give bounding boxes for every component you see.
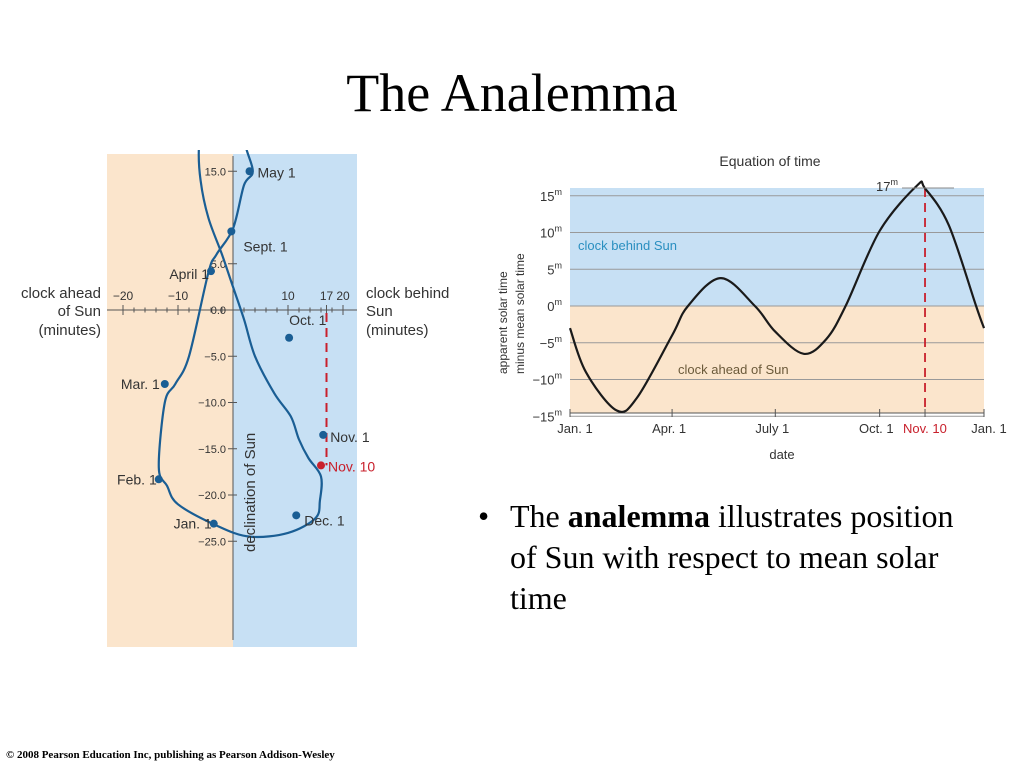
eot-peak-value: 17 xyxy=(876,179,890,194)
y-tick-label: 0.0 xyxy=(211,305,226,317)
eot-y-tick-label: 15m xyxy=(540,187,562,204)
page-title: The Analemma xyxy=(346,63,678,123)
date-label: Nov. 1 xyxy=(330,429,370,445)
date-label: Feb. 1 xyxy=(117,471,157,487)
date-marker xyxy=(317,461,325,470)
date-marker xyxy=(160,380,169,388)
analemma-curve xyxy=(157,150,323,539)
date-marker xyxy=(227,227,236,236)
date-marker xyxy=(245,167,254,176)
bullet-symbol: • xyxy=(478,498,490,534)
y-tick-label: −5.0 xyxy=(204,351,226,363)
date-marker xyxy=(154,475,163,484)
analemma-chart: −20−1010172025.020.015.05.00.0−5.0−10.0−… xyxy=(21,150,449,647)
right-label-line-2: Sun xyxy=(366,303,393,320)
eot-x-tick-label: Jan. 1 xyxy=(557,421,592,436)
eot-y-tick-label: 10m xyxy=(540,224,562,241)
y-tick-label: 15.0 xyxy=(205,166,226,178)
x-tick-label: −20 xyxy=(113,289,134,303)
left-label-line-2: of Sun xyxy=(58,303,101,320)
date-marker xyxy=(319,430,328,439)
eot-y-tick-unit: m xyxy=(555,407,563,417)
eot-y-tick-label: −10m xyxy=(532,371,562,388)
date-marker xyxy=(285,333,294,342)
equation-of-time-line xyxy=(568,180,986,414)
eot-y-tick-unit: m xyxy=(555,371,563,381)
eot-x-axis-label: date xyxy=(769,447,794,462)
date-marker xyxy=(292,511,301,520)
date-label: April 1 xyxy=(169,266,209,282)
x-tick-label: 20 xyxy=(336,289,350,303)
date-label: May 1 xyxy=(258,164,296,180)
bullet-text-bold: analemma xyxy=(567,498,710,534)
eot-y-tick-label: 5m xyxy=(547,260,562,277)
y-tick-label: −15.0 xyxy=(198,444,226,456)
left-label-line-1: clock ahead xyxy=(21,285,101,302)
y-tick-label: −25.0 xyxy=(198,536,226,548)
eot-y-tick-label: −5m xyxy=(540,334,562,351)
eot-x-tick-label: Nov. 10 xyxy=(903,421,947,436)
eot-y-tick-unit: m xyxy=(555,187,563,197)
behind-region xyxy=(233,154,357,647)
eot-x-tick-label: July 1 xyxy=(755,421,789,436)
eot-title: Equation of time xyxy=(719,153,820,169)
date-label: Oct. 1 xyxy=(289,312,327,328)
copyright-footer: © 2008 Pearson Education Inc, publishing… xyxy=(6,749,335,761)
eot-y-axis-label-2: minus mean solar time xyxy=(513,253,527,374)
date-marker xyxy=(209,519,218,528)
eot-y-tick-unit: m xyxy=(555,224,563,234)
eot-y-tick-label: 0m xyxy=(547,297,562,314)
date-label: Dec. 1 xyxy=(304,512,345,528)
x-tick-label: −10 xyxy=(168,289,189,303)
date-marker xyxy=(207,267,215,276)
bullet-text-pre: The xyxy=(510,498,560,534)
eot-peak-label: 17m xyxy=(876,177,898,194)
date-label: Nov. 10 xyxy=(328,458,375,474)
date-label: Sept. 1 xyxy=(243,238,288,254)
x-tick-label: 10 xyxy=(281,289,295,303)
eot-y-tick-unit: m xyxy=(555,334,563,344)
eot-ahead-region xyxy=(570,306,984,413)
y-axis-label: declination of Sun xyxy=(242,433,259,552)
eot-x-tick-label: Jan. 1 xyxy=(971,421,1006,436)
eot-peak-unit: m xyxy=(890,177,898,187)
left-label-line-3: (minutes) xyxy=(38,322,101,339)
eot-y-tick-unit: m xyxy=(555,260,563,270)
bullet-text-post: illustrates position of Sun with respect… xyxy=(510,498,954,616)
y-tick-label: −20.0 xyxy=(198,490,226,502)
eot-x-tick-label: Apr. 1 xyxy=(652,421,686,436)
date-label: Jan. 1 xyxy=(174,516,212,532)
eot-y-axis-label-1: apparent solar time xyxy=(496,271,510,374)
x-tick-label: 17 xyxy=(320,289,334,303)
right-label-line-3: (minutes) xyxy=(366,322,429,339)
y-tick-label: −10.0 xyxy=(198,398,226,410)
eot-behind-label: clock behind Sun xyxy=(578,238,677,253)
eot-y-tick-unit: m xyxy=(555,297,563,307)
eot-x-tick-label: Oct. 1 xyxy=(859,421,894,436)
ahead-region xyxy=(107,154,233,647)
date-label: Mar. 1 xyxy=(121,376,160,392)
y-tick-label: 5.0 xyxy=(211,259,226,271)
eot-behind-region xyxy=(570,188,984,306)
right-label-line-1: clock behind xyxy=(366,285,449,302)
eot-ahead-label: clock ahead of Sun xyxy=(678,362,789,377)
bullet-text: The analemma illustrates position of Sun… xyxy=(510,496,980,619)
right-region-label: clock behind Sun (minutes) xyxy=(366,285,449,339)
left-region-label: clock ahead of Sun (minutes) xyxy=(21,285,101,339)
